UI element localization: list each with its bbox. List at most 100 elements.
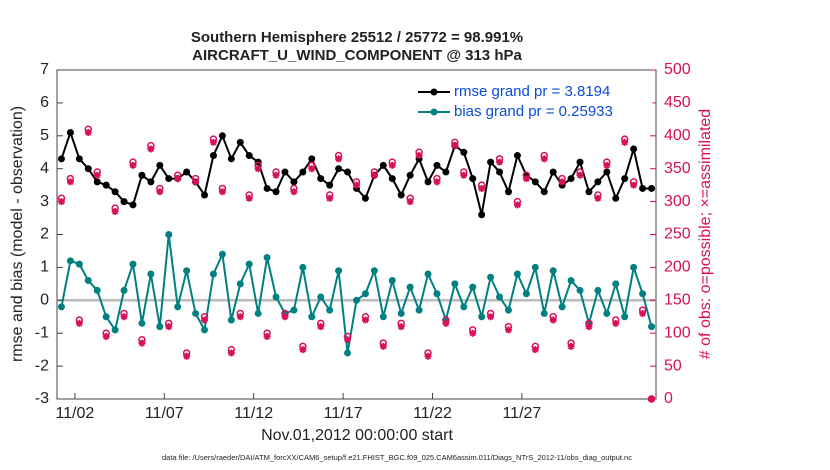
point <box>379 161 387 169</box>
point <box>621 175 629 183</box>
point <box>478 313 486 321</box>
point <box>138 171 146 179</box>
point <box>299 168 307 176</box>
point <box>102 181 110 189</box>
point <box>621 313 629 321</box>
point <box>630 263 638 271</box>
y2-tick-label: 450 <box>664 94 691 111</box>
obs-assimilated <box>621 138 629 146</box>
point <box>487 273 495 281</box>
obs-assimilated <box>370 171 378 179</box>
point <box>174 303 182 311</box>
obs-assimilated <box>299 346 307 354</box>
obs-assimilated <box>326 194 334 202</box>
obs-assimilated <box>612 319 620 327</box>
obs-assimilated <box>272 171 280 179</box>
point <box>549 267 557 275</box>
point <box>227 155 235 163</box>
point <box>201 191 209 199</box>
point <box>335 165 343 173</box>
point <box>361 194 369 202</box>
point <box>317 293 325 301</box>
x-tick-label: 11/12 <box>234 405 273 422</box>
y-tick-label: 2 <box>40 226 49 243</box>
obs-assimilated <box>549 316 557 324</box>
point <box>245 260 253 268</box>
point <box>236 280 244 288</box>
point <box>183 168 191 176</box>
point <box>406 171 414 179</box>
obs-assimilated <box>174 175 182 183</box>
point <box>111 326 119 334</box>
series-line <box>60 129 652 215</box>
point <box>165 231 173 238</box>
obs-assimilated <box>156 188 164 196</box>
point <box>630 145 638 153</box>
obs-assimilated <box>245 194 253 202</box>
obs-assimilated <box>496 158 504 166</box>
point <box>263 254 271 262</box>
point <box>424 270 432 278</box>
point <box>397 191 405 199</box>
obs-assimilated <box>201 316 209 324</box>
legend-label: rmse grand pr = 3.8194 <box>454 83 610 100</box>
obs-assimilated <box>361 316 369 324</box>
point <box>540 188 548 196</box>
obs-assimilated <box>308 165 316 173</box>
obs-assimilated <box>603 161 611 169</box>
point <box>460 303 468 311</box>
obs-assimilated <box>263 332 271 340</box>
x-tick-label: 11/07 <box>145 405 184 422</box>
obs-assimilated <box>639 309 647 317</box>
obs-assimilated <box>648 395 656 403</box>
chart-subtitle: AIRCRAFT_U_WIND_COMPONENT @ 313 hPa <box>192 47 522 64</box>
point <box>120 286 128 294</box>
y2-tick-label: 150 <box>664 292 691 309</box>
point <box>156 161 164 169</box>
point <box>353 296 360 304</box>
point <box>594 178 602 186</box>
point <box>75 155 83 163</box>
point <box>201 326 209 334</box>
obs-assimilated <box>379 342 387 350</box>
point <box>460 148 468 156</box>
y2-tick-label: 0 <box>664 390 673 407</box>
point <box>388 175 396 183</box>
point <box>129 260 137 268</box>
y-tick-label: -3 <box>35 390 49 407</box>
point <box>513 152 521 160</box>
obs-assimilated <box>513 201 521 209</box>
point <box>531 263 539 271</box>
obs-assimilated <box>290 188 298 196</box>
obs-assimilated <box>138 339 146 347</box>
y2-axis-label: # of obs: o=possible; ×=assimilated <box>697 109 714 359</box>
obs-assimilated <box>111 207 119 215</box>
point <box>290 178 298 186</box>
obs-assimilated <box>460 171 468 179</box>
point <box>451 280 459 288</box>
point <box>75 260 83 268</box>
point <box>379 313 387 321</box>
point <box>281 168 289 176</box>
y-tick-label: 1 <box>40 259 49 276</box>
y2-tick-label: 250 <box>664 226 691 243</box>
chart-title: Southern Hemisphere 25512 / 25772 = 98.9… <box>191 29 523 46</box>
obs-assimilated <box>531 346 539 354</box>
point <box>326 181 334 189</box>
point <box>209 152 217 160</box>
point <box>308 313 316 321</box>
obs-assimilated <box>558 178 566 186</box>
point <box>469 283 477 291</box>
y2-tick-label: 200 <box>664 259 691 276</box>
obs-assimilated <box>522 175 530 183</box>
y2-tick-label: 350 <box>664 160 691 177</box>
footer: data file: /Users/raeder/DAI/ATM_forcXX/… <box>162 453 632 462</box>
obs-assimilated <box>281 313 289 321</box>
point <box>567 277 575 285</box>
obs-assimilated <box>254 165 262 173</box>
point <box>93 286 101 294</box>
point <box>585 188 593 196</box>
y-tick-label: 5 <box>40 127 49 144</box>
point <box>415 306 423 314</box>
